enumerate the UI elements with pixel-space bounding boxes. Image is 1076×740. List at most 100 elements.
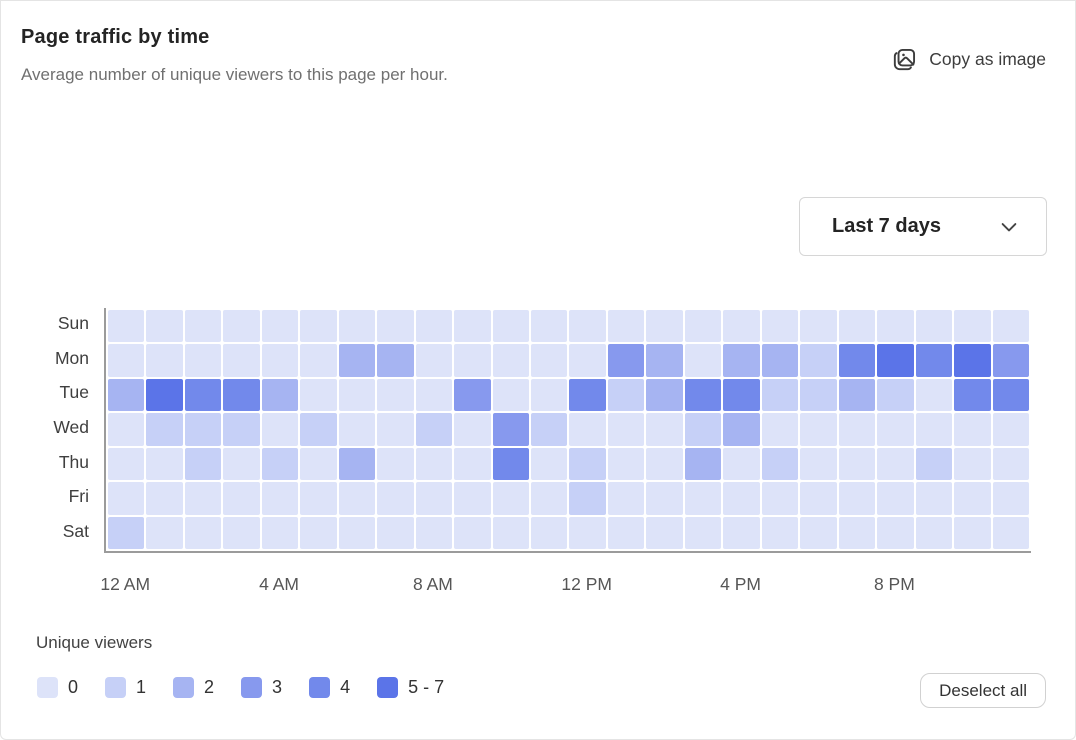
heatmap-cell[interactable] (915, 482, 953, 515)
heatmap-cell[interactable] (569, 447, 606, 481)
heatmap-cell[interactable] (646, 413, 683, 446)
heatmap-cell[interactable] (184, 344, 222, 377)
heatmap-cell[interactable] (992, 378, 1029, 412)
heatmap-cell[interactable] (800, 413, 837, 446)
heatmap-cell[interactable] (569, 310, 606, 343)
heatmap-cell[interactable] (531, 447, 568, 481)
heatmap-cell[interactable] (338, 516, 376, 549)
time-range-dropdown[interactable]: Last 7 days (799, 197, 1047, 256)
heatmap-cell[interactable] (607, 516, 645, 549)
heatmap-cell[interactable] (415, 447, 453, 481)
heatmap-cell[interactable] (800, 378, 837, 412)
heatmap-cell[interactable] (146, 516, 183, 549)
heatmap-cell[interactable] (454, 516, 491, 549)
heatmap-cell[interactable] (607, 378, 645, 412)
heatmap-cell[interactable] (300, 516, 337, 549)
heatmap-cell[interactable] (915, 378, 953, 412)
heatmap-cell[interactable] (454, 447, 491, 481)
heatmap-cell[interactable] (800, 310, 837, 343)
heatmap-cell[interactable] (531, 344, 568, 377)
heatmap-cell[interactable] (954, 413, 991, 446)
heatmap-cell[interactable] (261, 310, 299, 343)
heatmap-cell[interactable] (723, 482, 760, 515)
heatmap-cell[interactable] (646, 310, 683, 343)
heatmap-cell[interactable] (992, 344, 1029, 377)
heatmap-cell[interactable] (723, 378, 760, 412)
legend-item[interactable]: 0 (37, 677, 78, 698)
heatmap-cell[interactable] (646, 516, 683, 549)
heatmap-cell[interactable] (838, 344, 876, 377)
heatmap-cell[interactable] (223, 482, 260, 515)
heatmap-cell[interactable] (223, 378, 260, 412)
heatmap-cell[interactable] (954, 516, 991, 549)
heatmap-cell[interactable] (646, 447, 683, 481)
heatmap-cell[interactable] (915, 447, 953, 481)
heatmap-cell[interactable] (800, 482, 837, 515)
heatmap-cell[interactable] (607, 413, 645, 446)
heatmap-cell[interactable] (146, 378, 183, 412)
heatmap-cell[interactable] (569, 413, 606, 446)
heatmap-cell[interactable] (108, 516, 145, 549)
heatmap-cell[interactable] (454, 310, 491, 343)
heatmap-cell[interactable] (184, 310, 222, 343)
heatmap-cell[interactable] (569, 378, 606, 412)
heatmap-cell[interactable] (531, 310, 568, 343)
heatmap-cell[interactable] (877, 413, 914, 446)
heatmap-cell[interactable] (261, 344, 299, 377)
heatmap-cell[interactable] (877, 378, 914, 412)
heatmap-cell[interactable] (108, 482, 145, 515)
heatmap-cell[interactable] (723, 447, 760, 481)
heatmap-cell[interactable] (377, 516, 414, 549)
heatmap-cell[interactable] (838, 413, 876, 446)
heatmap-cell[interactable] (492, 482, 530, 515)
heatmap-cell[interactable] (146, 413, 183, 446)
heatmap-cell[interactable] (261, 482, 299, 515)
heatmap-cell[interactable] (569, 516, 606, 549)
heatmap-cell[interactable] (492, 516, 530, 549)
heatmap-cell[interactable] (877, 310, 914, 343)
heatmap-cell[interactable] (531, 482, 568, 515)
heatmap-cell[interactable] (223, 310, 260, 343)
heatmap-cell[interactable] (492, 447, 530, 481)
heatmap-cell[interactable] (261, 447, 299, 481)
heatmap-cell[interactable] (223, 447, 260, 481)
heatmap-cell[interactable] (569, 482, 606, 515)
heatmap-cell[interactable] (223, 516, 260, 549)
heatmap-cell[interactable] (761, 344, 799, 377)
heatmap-cell[interactable] (684, 310, 722, 343)
heatmap-cell[interactable] (415, 310, 453, 343)
heatmap-cell[interactable] (184, 447, 222, 481)
heatmap-cell[interactable] (415, 378, 453, 412)
heatmap-cell[interactable] (377, 344, 414, 377)
heatmap-cell[interactable] (800, 516, 837, 549)
heatmap-cell[interactable] (338, 344, 376, 377)
heatmap-cell[interactable] (723, 413, 760, 446)
heatmap-cell[interactable] (377, 310, 414, 343)
heatmap-cell[interactable] (415, 516, 453, 549)
heatmap-cell[interactable] (146, 344, 183, 377)
legend-item[interactable]: 4 (309, 677, 350, 698)
heatmap-cell[interactable] (492, 310, 530, 343)
heatmap-cell[interactable] (300, 413, 337, 446)
heatmap-cell[interactable] (338, 378, 376, 412)
heatmap-cell[interactable] (569, 344, 606, 377)
heatmap-cell[interactable] (184, 378, 222, 412)
heatmap-cell[interactable] (684, 516, 722, 549)
heatmap-cell[interactable] (761, 516, 799, 549)
heatmap-cell[interactable] (992, 447, 1029, 481)
heatmap-cell[interactable] (877, 516, 914, 549)
legend-item[interactable]: 2 (173, 677, 214, 698)
heatmap-cell[interactable] (261, 378, 299, 412)
heatmap-cell[interactable] (838, 482, 876, 515)
legend-item[interactable]: 5 - 7 (377, 677, 444, 698)
heatmap-cell[interactable] (684, 344, 722, 377)
heatmap-cell[interactable] (838, 516, 876, 549)
heatmap-cell[interactable] (492, 344, 530, 377)
heatmap-cell[interactable] (300, 344, 337, 377)
heatmap-cell[interactable] (723, 344, 760, 377)
heatmap-cell[interactable] (531, 413, 568, 446)
heatmap-cell[interactable] (684, 447, 722, 481)
heatmap-cell[interactable] (338, 413, 376, 446)
heatmap-cell[interactable] (377, 447, 414, 481)
heatmap-cell[interactable] (915, 516, 953, 549)
